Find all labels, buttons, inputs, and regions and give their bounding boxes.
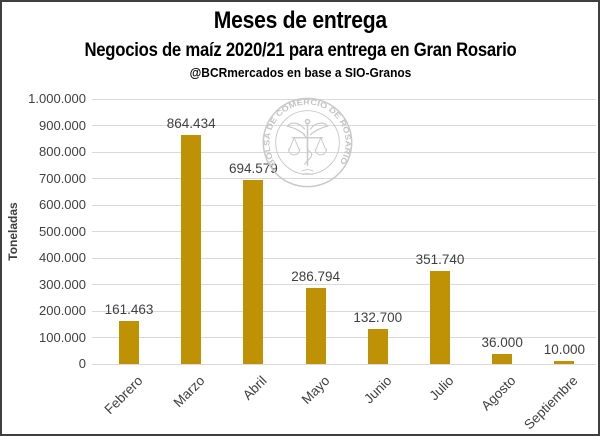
y-tick-label: 1.000.000 xyxy=(28,91,86,106)
gridline xyxy=(92,284,596,285)
bar-value-label: 351.740 xyxy=(415,252,465,267)
gridline xyxy=(92,257,596,259)
bar xyxy=(243,180,264,364)
bar xyxy=(181,135,202,364)
bar-value-label: 10.000 xyxy=(543,342,586,357)
gridline xyxy=(92,363,596,365)
gridline xyxy=(92,178,596,179)
y-tick-label: 700.000 xyxy=(39,170,86,186)
bar-value-label: 132.700 xyxy=(353,310,403,325)
chart-subtitle-row: Negocios de maíz 2020/21 para entrega en… xyxy=(2,40,598,62)
y-tick-label: 500.000 xyxy=(39,223,86,239)
y-tick-label: 0 xyxy=(78,356,86,371)
gridline xyxy=(92,231,596,232)
bar-value-label: 161.463 xyxy=(104,302,154,317)
gridline xyxy=(92,204,596,206)
y-tick-label: 900.000 xyxy=(39,117,86,133)
bar-value-label: 286.794 xyxy=(291,269,340,284)
bar xyxy=(492,354,513,364)
chart-subtitle: Negocios de maíz 2020/21 para entrega en… xyxy=(83,40,517,61)
bar xyxy=(430,271,450,364)
bar xyxy=(367,329,388,364)
chart-source-attribution: @BCRmercados en base a SIO-Granos xyxy=(189,65,411,80)
y-tick-label: 200.000 xyxy=(39,303,86,318)
y-tick-label: 300.000 xyxy=(39,276,86,292)
y-tick-label: 800.000 xyxy=(39,144,86,159)
chart-attribution-row: @BCRmercados en base a SIO-Granos xyxy=(2,65,598,80)
gridline xyxy=(92,98,596,100)
bar xyxy=(119,321,139,364)
page-title: Meses de entrega xyxy=(2,7,598,35)
bar xyxy=(305,288,326,364)
gridline xyxy=(92,337,596,338)
gridline xyxy=(92,310,596,312)
bar-value-label: 36.000 xyxy=(481,335,523,350)
y-tick-label: 400.000 xyxy=(39,250,86,265)
x-category-label: Febrero xyxy=(101,373,146,418)
gridline xyxy=(92,151,596,153)
y-tick-label: 100.000 xyxy=(39,329,86,345)
bar-value-label: 694.579 xyxy=(228,161,278,176)
chart-title: Meses de entrega xyxy=(213,7,387,34)
y-tick-label: 600.000 xyxy=(39,197,86,212)
bar-value-label: 864.434 xyxy=(166,116,216,131)
bar xyxy=(554,361,575,364)
